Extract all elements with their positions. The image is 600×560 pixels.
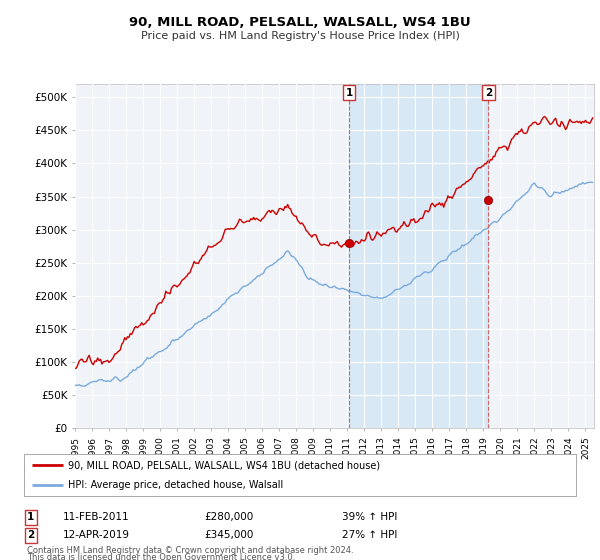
Text: 12-APR-2019: 12-APR-2019 xyxy=(63,530,130,540)
Text: 90, MILL ROAD, PELSALL, WALSALL, WS4 1BU: 90, MILL ROAD, PELSALL, WALSALL, WS4 1BU xyxy=(129,16,471,29)
Text: 1: 1 xyxy=(27,512,34,522)
Text: HPI: Average price, detached house, Walsall: HPI: Average price, detached house, Wals… xyxy=(68,480,283,490)
Text: This data is licensed under the Open Government Licence v3.0.: This data is licensed under the Open Gov… xyxy=(27,553,295,560)
Text: Contains HM Land Registry data © Crown copyright and database right 2024.: Contains HM Land Registry data © Crown c… xyxy=(27,546,353,555)
Text: £345,000: £345,000 xyxy=(204,530,253,540)
Text: Price paid vs. HM Land Registry's House Price Index (HPI): Price paid vs. HM Land Registry's House … xyxy=(140,31,460,41)
Text: 27% ↑ HPI: 27% ↑ HPI xyxy=(342,530,397,540)
Text: £280,000: £280,000 xyxy=(204,512,253,522)
Text: 2: 2 xyxy=(485,87,492,97)
Bar xyxy=(349,84,488,428)
Text: 2: 2 xyxy=(27,530,34,540)
Text: 1: 1 xyxy=(346,87,353,97)
Text: 90, MILL ROAD, PELSALL, WALSALL, WS4 1BU (detached house): 90, MILL ROAD, PELSALL, WALSALL, WS4 1BU… xyxy=(68,460,380,470)
Text: 11-FEB-2011: 11-FEB-2011 xyxy=(63,512,130,522)
Text: 39% ↑ HPI: 39% ↑ HPI xyxy=(342,512,397,522)
